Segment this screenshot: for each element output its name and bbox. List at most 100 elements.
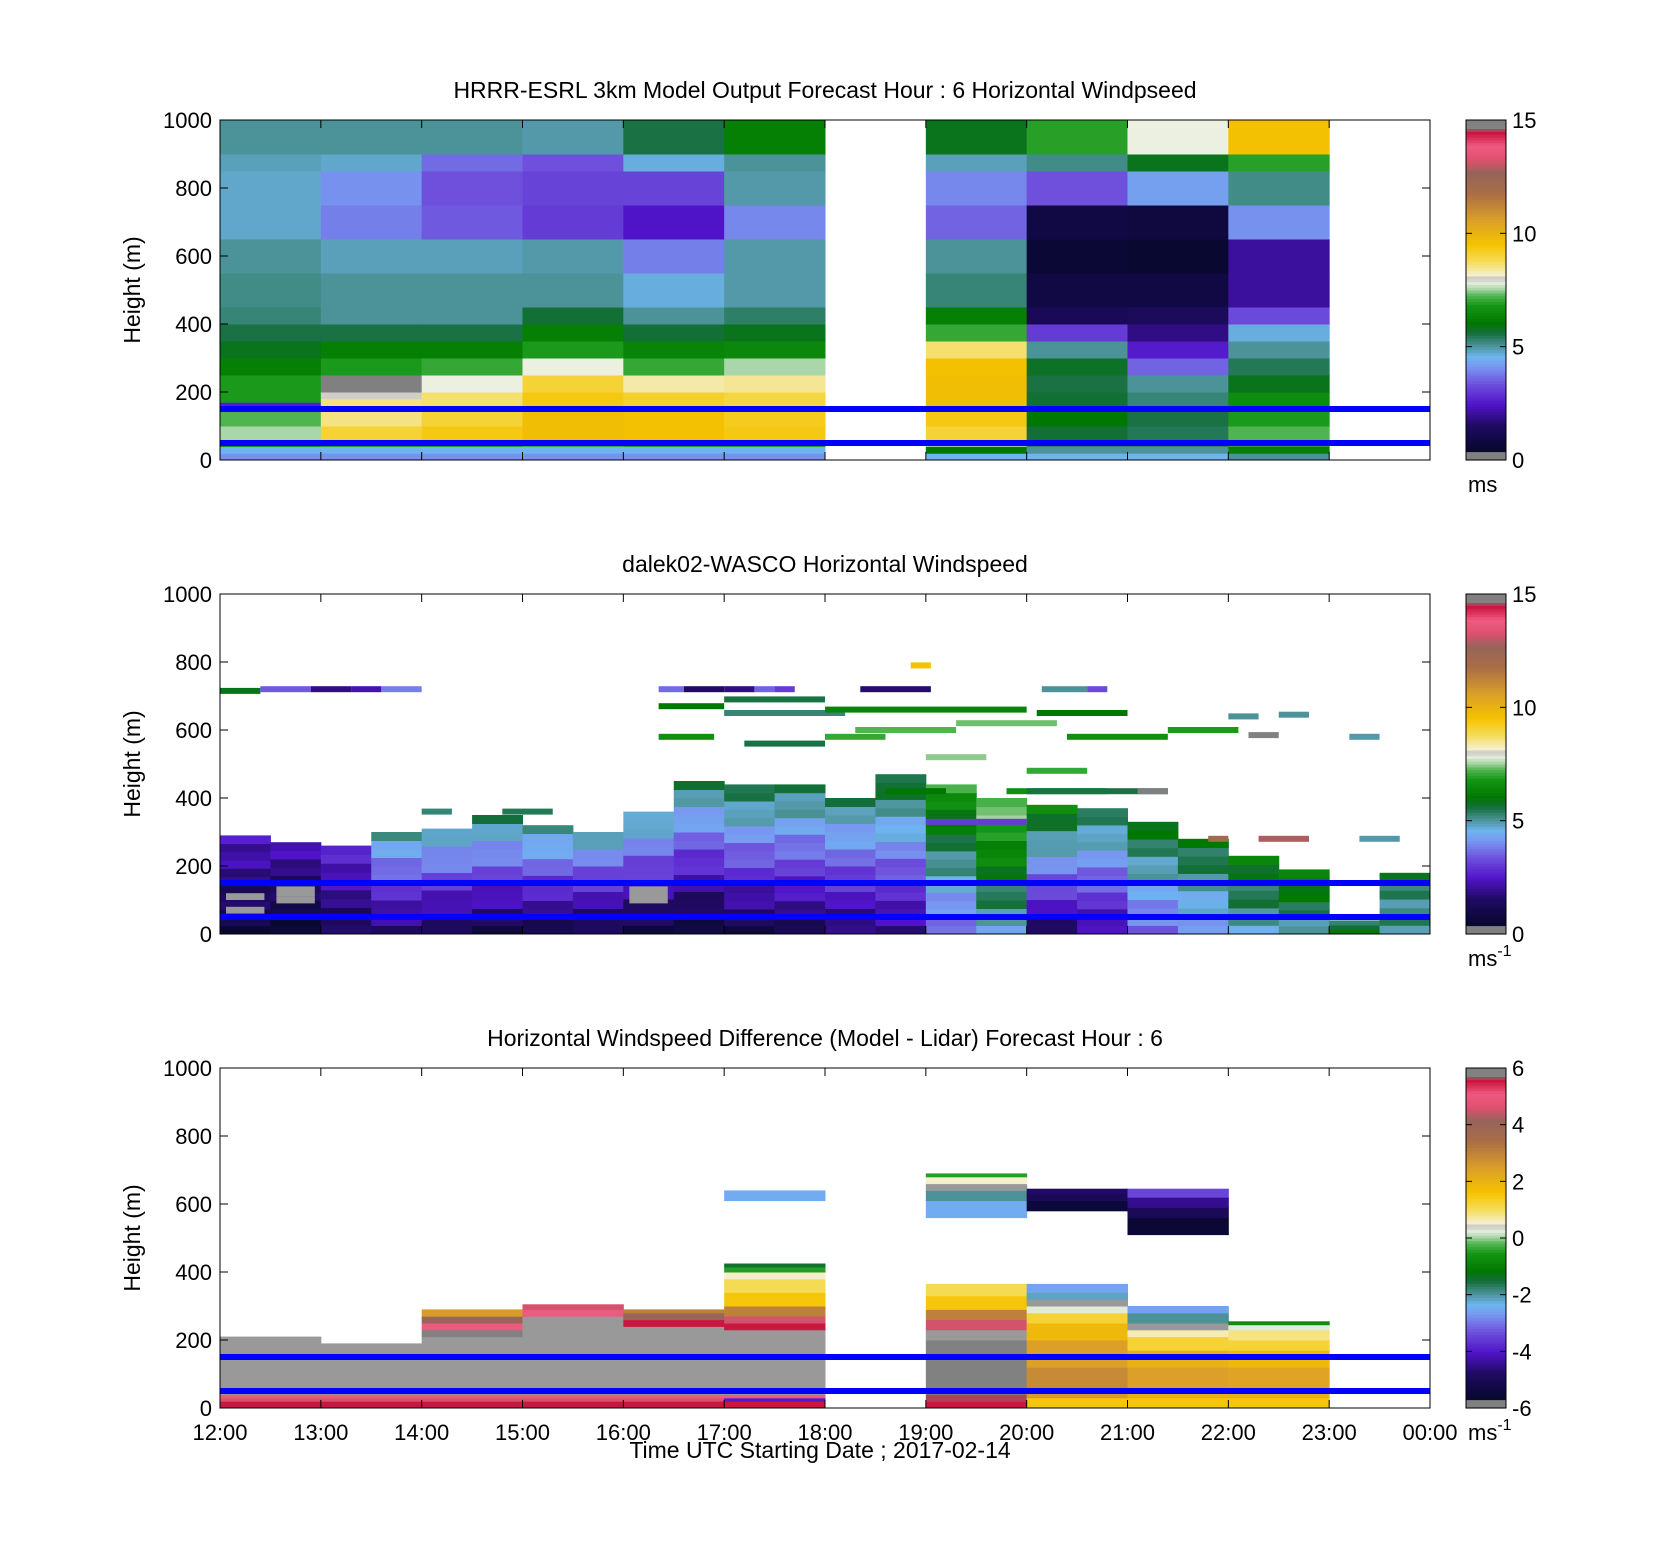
colorbar-band (1466, 275, 1506, 280)
heatmap-cell (774, 784, 826, 794)
colorbar-band (1466, 863, 1506, 867)
heatmap-cell (220, 409, 322, 427)
colorbar-band (1466, 681, 1506, 686)
heatmap-cell (1278, 893, 1330, 903)
colorbar-band (1466, 911, 1506, 915)
heatmap-cell (220, 1336, 322, 1395)
colorbar-band (1466, 335, 1506, 339)
y-tick-label: 200 (175, 1328, 212, 1353)
colorbar-tick-label: 0 (1512, 1226, 1524, 1251)
colorbar-band (1466, 676, 1506, 680)
colorbar-tick-label: 6 (1512, 1056, 1524, 1081)
heatmap-cell (1228, 1340, 1330, 1351)
colorbar-band (1466, 366, 1506, 370)
heatmap-cell (421, 1323, 523, 1331)
colorbar-band (1466, 914, 1506, 918)
colorbar: 0 5 10 15 ms-1 (1465, 582, 1536, 971)
heatmap-cell (774, 842, 826, 852)
heatmap-cell (774, 859, 826, 869)
colorbar-band (1466, 687, 1506, 691)
heatmap-cell (825, 815, 876, 824)
colorbar-band (1466, 159, 1506, 164)
heatmap-cell (1077, 841, 1128, 851)
heatmap-cell (1379, 872, 1431, 883)
heatmap-cell (623, 855, 675, 865)
heatmap-cell (724, 909, 776, 918)
colorbar-band (1466, 185, 1506, 189)
colorbar-band (1466, 1246, 1506, 1250)
colorbar-band (1466, 1226, 1506, 1231)
y-tick-label: 200 (175, 380, 212, 405)
heatmap-cell (1228, 1324, 1330, 1331)
colorbar-band (1466, 1303, 1506, 1307)
colorbar-band (1466, 778, 1506, 782)
colorbar-band (1466, 715, 1506, 720)
colorbar-band (1466, 281, 1506, 285)
colorbar-band (1466, 338, 1506, 342)
heatmap-cell (774, 817, 826, 827)
colorbar-band (1466, 1178, 1506, 1182)
colorbar-band (1466, 1325, 1506, 1330)
heatmap-cell (925, 409, 1028, 427)
colorbar-band (1466, 290, 1506, 294)
heatmap-cell (1248, 732, 1279, 739)
heatmap-cell (724, 792, 776, 802)
colorbar-band (1466, 1104, 1506, 1109)
colorbar-band (1466, 389, 1506, 393)
colorbar-band (1466, 1153, 1506, 1157)
colorbar-band (1466, 1351, 1506, 1355)
heatmap-cell (421, 307, 523, 325)
heatmap-cell (270, 867, 322, 877)
heatmap-cell (724, 120, 826, 155)
heatmap-cell (270, 900, 322, 910)
colorbar-band (1466, 1314, 1506, 1318)
heatmap-cell (875, 900, 927, 910)
heatmap-cell (1228, 307, 1330, 325)
colorbar-band (1466, 783, 1506, 788)
colorbar-band (1466, 732, 1506, 737)
heatmap-cell (1127, 1207, 1229, 1219)
heatmap-cell (522, 1304, 624, 1310)
colorbar-band (1466, 1138, 1506, 1143)
colorbar-band (1466, 1272, 1506, 1276)
colorbar-band (1466, 1184, 1506, 1188)
colorbar-band (1466, 596, 1506, 601)
heatmap-cell (1127, 120, 1229, 155)
heatmap-cell (724, 341, 826, 359)
heatmap-cell (320, 907, 372, 917)
heatmap-cell (220, 1394, 322, 1399)
colorbar-band (1466, 1192, 1506, 1197)
colorbar-tick-label: 5 (1512, 809, 1524, 834)
heatmap-cell (1167, 727, 1239, 733)
colorbar-band (1466, 304, 1506, 308)
heatmap-cell (371, 925, 423, 935)
heatmap-cell (825, 883, 876, 892)
heatmap-cell (472, 840, 523, 850)
heatmap-cell (724, 850, 776, 860)
heatmap-cell (421, 1329, 523, 1338)
heatmap-cell (1228, 890, 1280, 900)
colorbar-band (1466, 908, 1506, 912)
heatmap-cell (1278, 917, 1330, 927)
colorbar-band (1466, 724, 1506, 728)
colorbar-band (1466, 1147, 1506, 1151)
colorbar-band (1466, 772, 1506, 776)
colorbar-band (1466, 298, 1506, 302)
colorbar-band (1466, 1073, 1506, 1078)
heatmap-cell (623, 426, 725, 441)
heatmap-cell (1177, 908, 1229, 918)
heatmap-cell (522, 850, 574, 860)
heatmap-cell (320, 239, 423, 274)
heatmap-cell (220, 851, 271, 861)
heatmap-cell (522, 1394, 624, 1399)
heatmap-cell (875, 791, 927, 800)
y-tick-label: 800 (175, 1124, 212, 1149)
heatmap-cell (320, 398, 423, 427)
heatmap-cell (1127, 821, 1179, 831)
heatmap-cell (472, 866, 523, 875)
heatmap-cell (1026, 856, 1078, 866)
heatmap-cell (1127, 1197, 1229, 1208)
y-tick-label: 800 (175, 650, 212, 675)
heatmap-cell (1087, 686, 1108, 693)
heatmap-cell (875, 917, 927, 927)
